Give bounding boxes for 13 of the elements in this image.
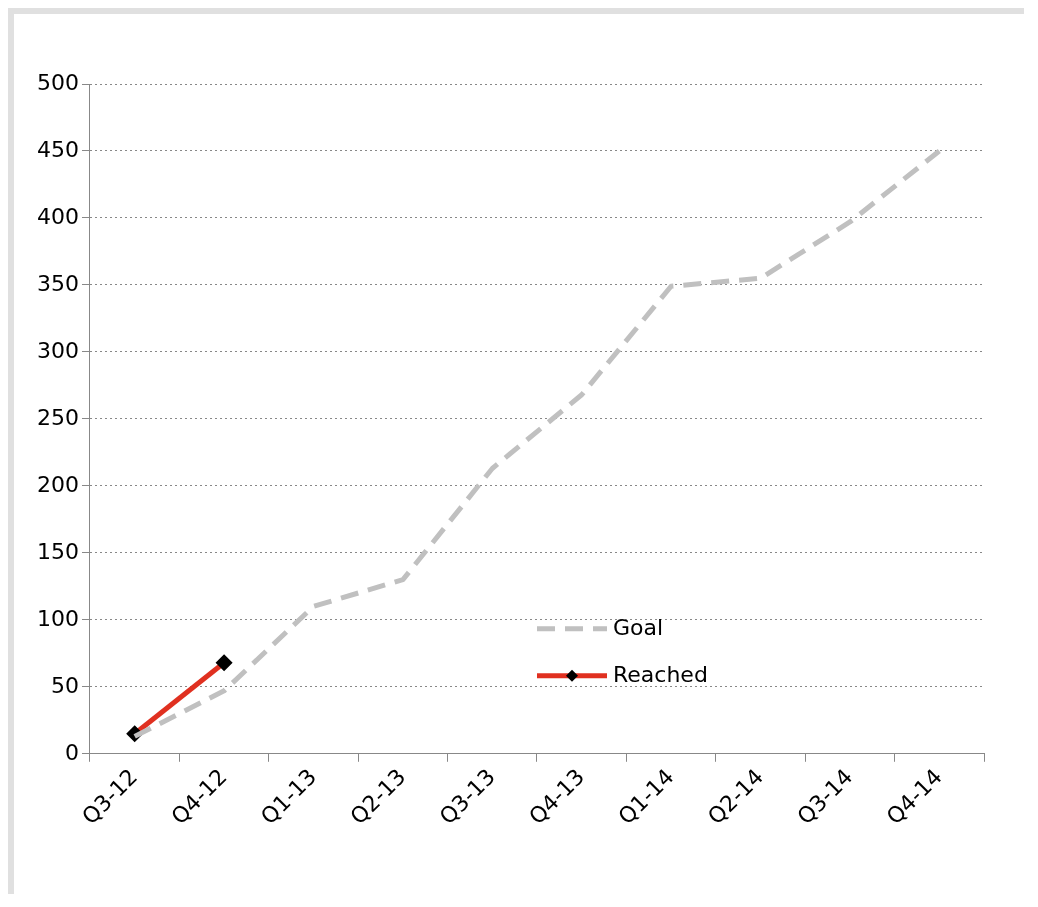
legend-label: Reached <box>613 661 708 687</box>
y-tick-label: 350 <box>36 270 79 296</box>
y-tick-label: 300 <box>36 337 79 363</box>
y-tick-label: 450 <box>36 136 79 162</box>
y-tick-label: 150 <box>36 538 79 564</box>
legend-label: Goal <box>613 614 664 640</box>
y-tick-label: 200 <box>36 471 79 497</box>
y-tick-label: 250 <box>36 404 79 430</box>
y-tick-label: 0 <box>64 739 79 765</box>
y-tick-label: 50 <box>50 672 79 698</box>
y-tick-label: 500 <box>36 69 79 95</box>
y-tick-label: 400 <box>36 203 79 229</box>
y-tick-label: 100 <box>36 605 79 631</box>
